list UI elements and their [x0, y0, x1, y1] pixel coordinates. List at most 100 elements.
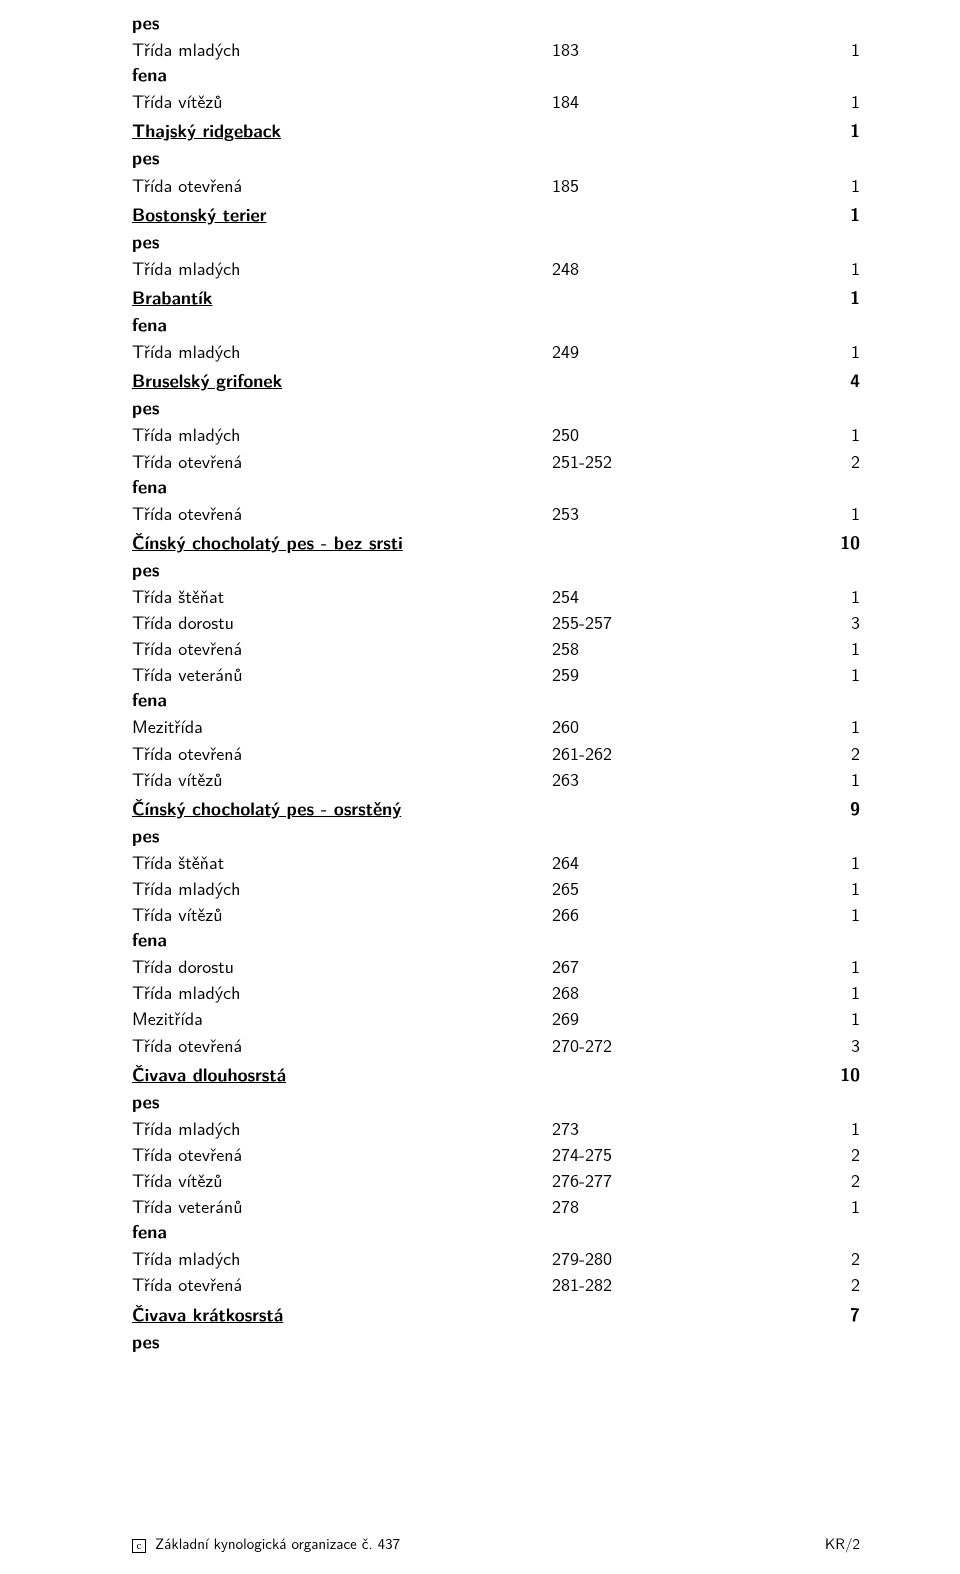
class-row: Mezitřída2691: [132, 1005, 860, 1031]
class-name: Třída dorostu: [132, 609, 552, 635]
count: 1: [734, 202, 860, 228]
count: 3: [734, 1032, 860, 1058]
class-name: Mezitřída: [132, 713, 552, 739]
sex-label: pes: [132, 145, 552, 171]
sex-row: fena: [132, 62, 860, 88]
class-name: Třída dorostu: [132, 953, 552, 979]
class-row: Třída otevřená251-2522: [132, 448, 860, 474]
catalog-number: 253: [552, 500, 734, 526]
sex-label: fena: [132, 474, 552, 500]
footer-page-number: KR/2: [825, 1532, 860, 1554]
catalog-number: 248: [552, 255, 734, 281]
count: 1: [734, 285, 860, 311]
catalog-number: 255-257: [552, 609, 734, 635]
count: 2: [734, 1271, 860, 1297]
catalog-number: 251-252: [552, 448, 734, 474]
class-row: Třída otevřená281-2822: [132, 1271, 860, 1297]
breed-row: Bruselský grifonek 4: [132, 368, 860, 394]
class-name: Třída mladých: [132, 979, 552, 1005]
sex-row: pes: [132, 557, 860, 583]
count: 1: [734, 500, 860, 526]
class-row: Třída otevřená1851: [132, 172, 860, 198]
footer-org-text: Základní kynologická organizace č. 437: [155, 1532, 400, 1554]
sex-row: pes: [132, 145, 860, 171]
catalog-number: 268: [552, 979, 734, 1005]
class-name: Třída vítězů: [132, 901, 552, 927]
breed-row: Čivava krátkosrstá7: [132, 1302, 860, 1328]
class-name: Třída otevřená: [132, 172, 552, 198]
catalog-number: 183: [552, 36, 734, 62]
catalog-number: 281-282: [552, 1271, 734, 1297]
breed-name: Čivava krátkosrstá: [132, 1302, 552, 1328]
sex-row: fena: [132, 312, 860, 338]
count: 1: [734, 713, 860, 739]
class-name: Třída vítězů: [132, 766, 552, 792]
breed-row: Čínský chocholatý pes - osrstěný 9: [132, 796, 860, 822]
catalog-number: 270-272: [552, 1032, 734, 1058]
breed-name: Bostonský terier: [132, 202, 552, 228]
sex-row: pes: [132, 1089, 860, 1115]
catalog-number: 254: [552, 583, 734, 609]
count: 1: [734, 661, 860, 687]
class-row: Třída otevřená274-2752: [132, 1141, 860, 1167]
class-name: Třída mladých: [132, 1115, 552, 1141]
sex-row: pes: [132, 823, 860, 849]
class-row: Třída mladých2681: [132, 979, 860, 1005]
catalog-number: 276-277: [552, 1167, 734, 1193]
class-row: Mezitřída2601: [132, 713, 860, 739]
class-row: Třída otevřená2531: [132, 500, 860, 526]
count: 2: [734, 1141, 860, 1167]
class-name: Třída mladých: [132, 36, 552, 62]
class-row: Třída štěňat2541: [132, 583, 860, 609]
sex-row: fena: [132, 1219, 860, 1245]
catalog-number: 279-280: [552, 1245, 734, 1271]
class-name: Třída vítězů: [132, 1167, 552, 1193]
catalog-number: 184: [552, 88, 734, 114]
breed-row: Brabantík1: [132, 285, 860, 311]
class-name: Třída otevřená: [132, 740, 552, 766]
count: 9: [734, 796, 860, 822]
class-row: Třída otevřená270-2723: [132, 1032, 860, 1058]
count: 4: [734, 368, 860, 394]
breed-name: Bruselský grifonek: [132, 368, 552, 394]
class-name: Třída veteránů: [132, 1193, 552, 1219]
breed-name: Thajský ridgeback: [132, 118, 552, 144]
sex-label: fena: [132, 927, 552, 953]
count: 10: [734, 530, 860, 556]
class-row: Třída vítězů276-2772: [132, 1167, 860, 1193]
breed-name: Čínský chocholatý pes - osrstěný: [132, 796, 552, 822]
class-row: Třída mladých2481: [132, 255, 860, 281]
count: 2: [734, 1245, 860, 1271]
class-name: Třída mladých: [132, 338, 552, 364]
class-row: Třída mladých2491: [132, 338, 860, 364]
catalog-number: 249: [552, 338, 734, 364]
class-row: Třída veteránů2781: [132, 1193, 860, 1219]
catalog-list: pesTřída mladých1831fenaTřída vítězů1841…: [132, 10, 860, 1355]
count: 1: [734, 901, 860, 927]
class-row: Třída vítězů2661: [132, 901, 860, 927]
catalog-number: 259: [552, 661, 734, 687]
sex-label: pes: [132, 10, 552, 36]
class-name: Třída mladých: [132, 255, 552, 281]
sex-row: pes: [132, 395, 860, 421]
breed-row: Čínský chocholatý pes - bez srsti10: [132, 530, 860, 556]
sex-row: fena: [132, 687, 860, 713]
class-name: Třída otevřená: [132, 1271, 552, 1297]
count: 1: [734, 1115, 860, 1141]
count: 1: [734, 766, 860, 792]
sex-label: pes: [132, 1089, 552, 1115]
count: 1: [734, 338, 860, 364]
class-name: Třída veteránů: [132, 661, 552, 687]
count: 10: [734, 1062, 860, 1088]
class-name: Třída otevřená: [132, 635, 552, 661]
count: 2: [734, 1167, 860, 1193]
catalog-number: 266: [552, 901, 734, 927]
class-row: Třída mladých1831: [132, 36, 860, 62]
count: 1: [734, 635, 860, 661]
breed-row: Thajský ridgeback1: [132, 118, 860, 144]
sex-row: pes: [132, 1329, 860, 1355]
class-name: Třída vítězů: [132, 88, 552, 114]
class-name: Třída otevřená: [132, 500, 552, 526]
class-row: Třída mladých2501: [132, 421, 860, 447]
sex-row: fena: [132, 474, 860, 500]
